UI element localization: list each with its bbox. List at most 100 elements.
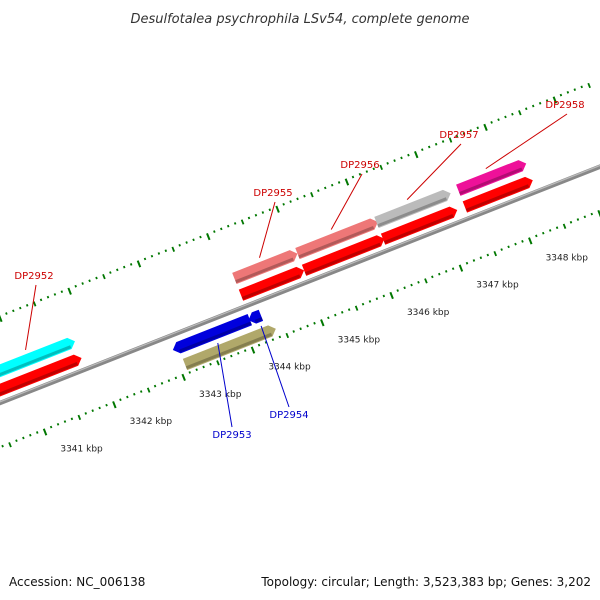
lower-tick	[361, 302, 365, 306]
leader-dp2955	[259, 201, 276, 258]
lower-tick	[334, 313, 337, 317]
lower-tick	[195, 368, 198, 372]
gene-dp2954-shade	[254, 317, 263, 323]
upper-tick	[511, 112, 514, 116]
upper-tick	[247, 216, 251, 220]
lower-tick	[243, 349, 247, 352]
lower-tick	[257, 343, 261, 347]
upper-tick	[240, 219, 245, 225]
upper-tick	[393, 159, 396, 162]
upper-tick	[337, 181, 341, 184]
upper-tick	[525, 107, 528, 111]
upper-tick	[324, 186, 327, 190]
lower-tick	[77, 414, 82, 421]
upper-tick	[171, 246, 176, 252]
lower-tick	[1, 444, 4, 448]
upper-tick	[275, 205, 280, 213]
lower-tick	[167, 379, 171, 382]
upper-tick	[109, 271, 112, 274]
upper-tick	[95, 276, 98, 280]
upper-tick	[538, 101, 542, 105]
upper-tick	[434, 142, 438, 146]
lower-tick	[250, 346, 256, 354]
cds-dp2953-shade	[185, 332, 273, 370]
lower-tick	[458, 264, 464, 272]
summary-text: Topology: circular; Length: 3,523,383 bp…	[260, 575, 591, 589]
lower-tick	[382, 294, 386, 298]
upper-tick	[462, 131, 466, 135]
lower-tick	[29, 433, 32, 437]
lower-tick	[271, 338, 275, 342]
gene-dp2956-shade	[298, 225, 375, 259]
lower-tick	[98, 406, 101, 410]
upper-tick	[192, 238, 195, 242]
upper-tick	[74, 284, 77, 288]
upper-tick	[469, 129, 473, 132]
upper-tick	[136, 260, 142, 268]
upper-tick	[372, 167, 376, 171]
lower-tick	[146, 387, 151, 393]
upper-tick	[25, 303, 29, 307]
cds-dp2957-shade	[383, 214, 454, 244]
upper-tick	[358, 172, 362, 176]
upper-tick	[116, 268, 119, 272]
lower-tick	[306, 324, 309, 328]
upper-tick	[455, 134, 459, 138]
leader-dp2956	[330, 173, 363, 230]
lower-tick	[133, 392, 136, 396]
lower-tick	[313, 321, 316, 325]
leader-dp2953	[217, 342, 233, 428]
upper-tick	[421, 148, 424, 152]
upper-tick	[573, 88, 577, 91]
lower-tick	[181, 373, 186, 382]
lower-tick	[535, 234, 538, 238]
lower-tick	[465, 261, 469, 265]
upper-tick	[303, 194, 306, 198]
gene-dp2953-shade	[179, 321, 252, 353]
lower-tick	[36, 431, 39, 434]
upper-tick	[213, 230, 216, 233]
lower-tick	[230, 354, 233, 358]
lower-tick	[139, 390, 143, 393]
upper-tick	[185, 241, 188, 244]
lower-tick	[91, 409, 94, 413]
upper-tick	[129, 263, 133, 266]
lower-tick	[299, 327, 302, 331]
lower-tick	[202, 365, 205, 369]
upper-tick	[448, 137, 453, 143]
upper-tick	[400, 156, 403, 160]
lower-tick	[22, 436, 25, 440]
map-title: Desulfotalea psychrophila LSv54, complet…	[130, 12, 469, 27]
upper-tick	[545, 99, 549, 102]
lower-tick	[278, 335, 282, 339]
cds-layer	[0, 176, 533, 397]
lower-tick	[548, 229, 552, 232]
upper-tick	[88, 279, 91, 283]
leader-dp2958	[485, 113, 568, 170]
upper-tick	[351, 175, 355, 179]
upper-tick	[12, 309, 15, 313]
lower-tick	[438, 272, 441, 276]
upper-tick	[233, 222, 237, 225]
lower-tick	[444, 270, 448, 273]
lower-tick	[292, 330, 295, 333]
upper-tick	[296, 197, 299, 201]
upper-tick	[178, 243, 181, 247]
scale-label: 3343 kbp	[199, 390, 242, 400]
upper-tick	[518, 110, 522, 116]
lower-tick	[84, 412, 88, 415]
lower-tick	[403, 286, 406, 290]
upper-tick	[39, 298, 43, 302]
upper-tick	[150, 254, 154, 258]
lower-tick	[153, 384, 157, 388]
upper-tick	[46, 295, 50, 299]
lower-tick	[396, 289, 399, 292]
cds-dp2952-shade	[0, 362, 78, 396]
upper-tick	[317, 189, 320, 193]
upper-tick	[580, 85, 583, 89]
gene-dp2952	[0, 337, 75, 378]
upper-tick	[5, 312, 8, 315]
lower-tick	[555, 226, 559, 230]
lower-tick	[223, 357, 226, 361]
